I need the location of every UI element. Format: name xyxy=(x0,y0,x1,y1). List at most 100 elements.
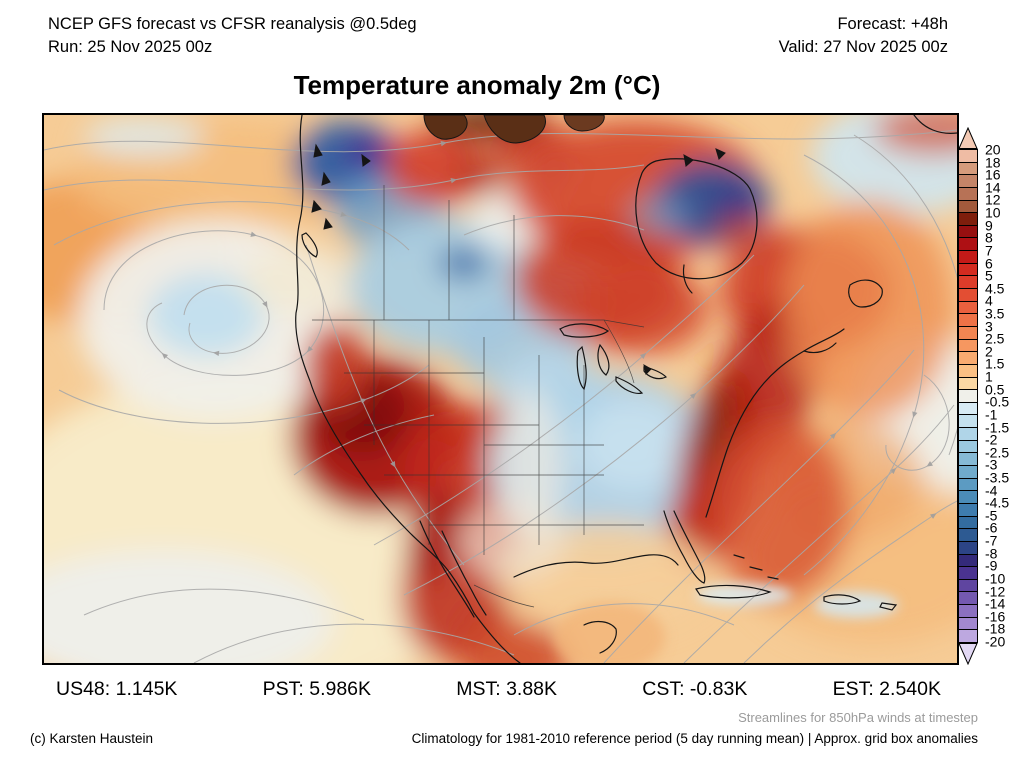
stat-us48: US48: 1.145K xyxy=(56,678,178,700)
colorbar-tick-label: -18 xyxy=(985,621,1006,638)
colorbar-segment xyxy=(959,338,977,352)
colorbar-arrow-down-icon xyxy=(958,643,978,665)
colorbar-segment xyxy=(959,414,977,428)
stat-pst: PST: 5.986K xyxy=(262,678,372,700)
colorbar-body: 20 18 16 14 12 10 9 8 7 6 5 4.5 4 3.5 3 2.5 2 1.5 1 0.5 -0.5… xyxy=(958,143,1009,649)
page-title: Temperature anomaly 2m (°C) xyxy=(293,70,661,100)
anomaly-field-layer xyxy=(44,115,957,663)
colorbar-segment xyxy=(959,237,977,251)
colorbar-segment xyxy=(959,540,977,554)
colorbar-tick-label: -0.5 xyxy=(985,394,1010,411)
streamlines-layer xyxy=(44,129,957,663)
colorbar-segment xyxy=(959,389,977,402)
colorbar-segment xyxy=(959,439,977,453)
stat-est: EST: 2.540K xyxy=(832,678,941,700)
colorbar-segment xyxy=(959,566,977,579)
colorbar-tick-label: 9 xyxy=(985,217,993,234)
colorbar-segment xyxy=(959,224,977,238)
colorbar-tick-label: 6 xyxy=(985,255,993,272)
colorbar-tick-label: -2.5 xyxy=(985,444,1010,461)
colorbar-tick-label: -5 xyxy=(985,507,998,524)
colorbar: 20 18 16 14 12 10 9 8 7 6 5 4.5 4 3.5 3 2.5 2 1.5 1 0.5 -0.5… xyxy=(958,127,1018,665)
colorbar-tick-label: -3 xyxy=(985,457,998,474)
colorbar-segment xyxy=(959,604,977,617)
colorbar-tick-label: 4.5 xyxy=(985,280,1005,297)
product-line: NCEP GFS forecast vs CFSR reanalysis @0.… xyxy=(48,15,417,33)
colorbar-segment xyxy=(959,325,977,339)
colorbar-segment xyxy=(959,629,977,642)
header-right: Forecast: +48h Valid: 27 Nov 2025 00z xyxy=(779,13,948,59)
copyright-note: (c) Karsten Haustein xyxy=(30,731,154,746)
colorbar-tick-label: -1 xyxy=(985,406,998,423)
colorbar-tick-label: 3 xyxy=(985,318,993,335)
colorbar-segment xyxy=(959,502,977,516)
colorbar-tick-label: -6 xyxy=(985,520,998,537)
colorbar-tick-label: -12 xyxy=(985,583,1006,600)
colorbar-segment xyxy=(959,363,977,377)
borders-layer xyxy=(312,185,645,608)
colorbar-segment xyxy=(959,591,977,605)
colorbar-tick-label: -4 xyxy=(985,482,998,499)
colorbar-segment xyxy=(959,174,977,187)
colorbar-tick-label: 16 xyxy=(985,166,1001,183)
colorbar-segment xyxy=(959,376,977,390)
colorbar-segment xyxy=(959,427,977,440)
stat-cst: CST: -0.83K xyxy=(642,678,748,700)
colorbar-segment xyxy=(959,300,977,314)
run-line: Run: 25 Nov 2025 00z xyxy=(48,38,213,56)
streamlines-note: Streamlines for 850hPa winds at timestep xyxy=(738,710,978,725)
region-stats: US48: 1.145K PST: 5.986K MST: 3.88K CST:… xyxy=(42,678,955,701)
colorbar-segment xyxy=(959,465,977,478)
colorbar-tick-label: 4 xyxy=(985,293,993,310)
colorbar-tick-label: -7 xyxy=(985,532,998,549)
colorbar-segment xyxy=(959,477,977,491)
colorbar-tick-label: -16 xyxy=(985,608,1006,625)
colorbar-segment xyxy=(959,452,977,466)
colorbar-tick-label: 0.5 xyxy=(985,381,1005,398)
colorbar-segment xyxy=(959,351,977,364)
colorbar-tick-label: -2 xyxy=(985,431,998,448)
map-frame xyxy=(42,113,959,665)
colorbar-segment xyxy=(959,161,977,175)
colorbar-segment xyxy=(959,262,977,276)
coastline-layer xyxy=(295,115,957,663)
colorbar-tick-label: -9 xyxy=(985,558,998,575)
colorbar-tick-label: 3.5 xyxy=(985,305,1005,322)
colorbar-segment xyxy=(959,553,977,567)
colorbar-arrow-up-icon xyxy=(958,127,978,149)
colorbar-segment xyxy=(959,401,977,415)
colorbar-segment xyxy=(959,616,977,630)
colorbar-tick-label: -3.5 xyxy=(985,469,1010,486)
colorbar-tick-label: 8 xyxy=(985,230,993,247)
colorbar-segment xyxy=(959,528,977,541)
colorbar-segment xyxy=(959,515,977,529)
colorbar-tick-label: -14 xyxy=(985,595,1006,612)
colorbar-tick-label: -1.5 xyxy=(985,419,1010,436)
colorbar-segment xyxy=(959,313,977,326)
header-left: NCEP GFS forecast vs CFSR reanalysis @0.… xyxy=(48,13,417,59)
colorbar-tick-label: 18 xyxy=(985,154,1001,171)
colorbar-segment xyxy=(959,250,977,263)
colorbar-segment xyxy=(959,186,977,200)
stat-mst: MST: 3.88K xyxy=(456,678,558,700)
colorbar-tick-label: 5 xyxy=(985,267,993,284)
colorbar-segment xyxy=(959,212,977,225)
colorbar-tick-label: 20 xyxy=(985,141,1001,158)
colorbar-tick-label: 1.5 xyxy=(985,356,1005,373)
colorbar-segment xyxy=(959,150,977,162)
islands-layer xyxy=(311,115,726,375)
colorbar-tick-label: 10 xyxy=(985,204,1001,221)
map-graphic xyxy=(44,115,957,663)
colorbar-tick-label: -4.5 xyxy=(985,494,1010,511)
colorbar-segment xyxy=(959,275,977,289)
colorbar-tick-label: 12 xyxy=(985,192,1001,209)
colorbar-segment xyxy=(959,578,977,592)
colorbar-tick-label: -20 xyxy=(985,633,1006,650)
colorbar-tick-label: 2.5 xyxy=(985,330,1005,347)
colorbar-segment xyxy=(959,199,977,213)
colorbar-tick-label: 2 xyxy=(985,343,993,360)
colorbar-segment xyxy=(959,490,977,503)
colorbar-segment xyxy=(959,288,977,301)
colorbar-tick-label: 1 xyxy=(985,368,993,385)
valid-line: Valid: 27 Nov 2025 00z xyxy=(778,38,948,56)
